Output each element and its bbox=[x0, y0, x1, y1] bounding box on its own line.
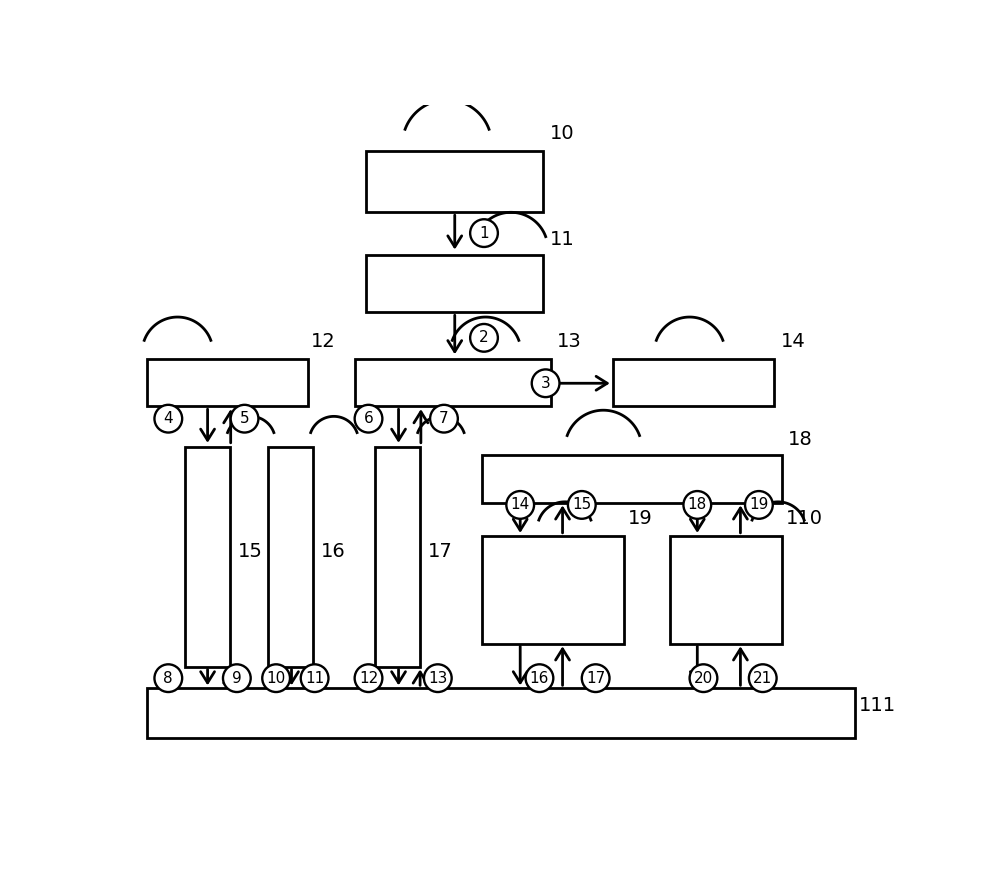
Bar bbox=[482, 536, 624, 644]
Circle shape bbox=[532, 369, 559, 397]
Text: 13: 13 bbox=[556, 332, 581, 351]
Bar bbox=[366, 151, 543, 213]
Text: 21: 21 bbox=[753, 671, 772, 685]
Text: 12: 12 bbox=[359, 671, 378, 685]
Text: 1: 1 bbox=[479, 226, 489, 240]
Circle shape bbox=[223, 665, 251, 692]
Bar bbox=[147, 688, 855, 739]
Text: 14: 14 bbox=[780, 332, 805, 351]
Circle shape bbox=[355, 405, 382, 433]
Bar bbox=[147, 359, 308, 407]
Text: 12: 12 bbox=[311, 332, 336, 351]
Circle shape bbox=[749, 665, 777, 692]
Text: 9: 9 bbox=[232, 671, 242, 685]
Text: 18: 18 bbox=[787, 430, 812, 449]
Text: 19: 19 bbox=[628, 510, 653, 529]
Bar bbox=[670, 536, 782, 644]
Circle shape bbox=[355, 665, 382, 692]
Circle shape bbox=[470, 219, 498, 247]
Text: 19: 19 bbox=[749, 497, 769, 512]
Text: 15: 15 bbox=[238, 542, 262, 561]
Text: 20: 20 bbox=[694, 671, 713, 685]
Text: 17: 17 bbox=[428, 542, 453, 561]
Text: 11: 11 bbox=[305, 671, 324, 685]
Circle shape bbox=[683, 491, 711, 519]
Text: 7: 7 bbox=[439, 411, 449, 426]
Circle shape bbox=[568, 491, 596, 519]
Bar bbox=[613, 359, 774, 407]
Circle shape bbox=[424, 665, 452, 692]
Bar bbox=[355, 359, 551, 407]
Text: 2: 2 bbox=[479, 330, 489, 345]
Bar bbox=[268, 447, 313, 666]
Text: 4: 4 bbox=[163, 411, 173, 426]
Bar bbox=[366, 254, 543, 313]
Text: 18: 18 bbox=[688, 497, 707, 512]
Text: 17: 17 bbox=[586, 671, 605, 685]
Text: 110: 110 bbox=[786, 510, 823, 529]
Circle shape bbox=[582, 665, 610, 692]
Circle shape bbox=[262, 665, 290, 692]
Text: 10: 10 bbox=[549, 125, 574, 144]
Text: 16: 16 bbox=[321, 542, 346, 561]
Text: 11: 11 bbox=[549, 230, 574, 249]
Circle shape bbox=[690, 665, 717, 692]
Circle shape bbox=[301, 665, 328, 692]
Text: 10: 10 bbox=[266, 671, 286, 685]
Text: 111: 111 bbox=[859, 696, 896, 714]
Circle shape bbox=[231, 405, 258, 433]
Text: 13: 13 bbox=[428, 671, 447, 685]
Text: 3: 3 bbox=[541, 375, 550, 391]
Text: 5: 5 bbox=[240, 411, 249, 426]
Text: 8: 8 bbox=[163, 671, 173, 685]
Text: 15: 15 bbox=[572, 497, 591, 512]
Circle shape bbox=[526, 665, 553, 692]
Circle shape bbox=[154, 665, 182, 692]
Circle shape bbox=[470, 324, 498, 352]
Text: 14: 14 bbox=[511, 497, 530, 512]
Circle shape bbox=[430, 405, 458, 433]
Text: 6: 6 bbox=[364, 411, 373, 426]
Text: 16: 16 bbox=[530, 671, 549, 685]
Circle shape bbox=[154, 405, 182, 433]
Bar bbox=[185, 447, 230, 666]
Bar bbox=[375, 447, 420, 666]
Circle shape bbox=[506, 491, 534, 519]
Bar bbox=[482, 455, 782, 503]
Circle shape bbox=[745, 491, 773, 519]
